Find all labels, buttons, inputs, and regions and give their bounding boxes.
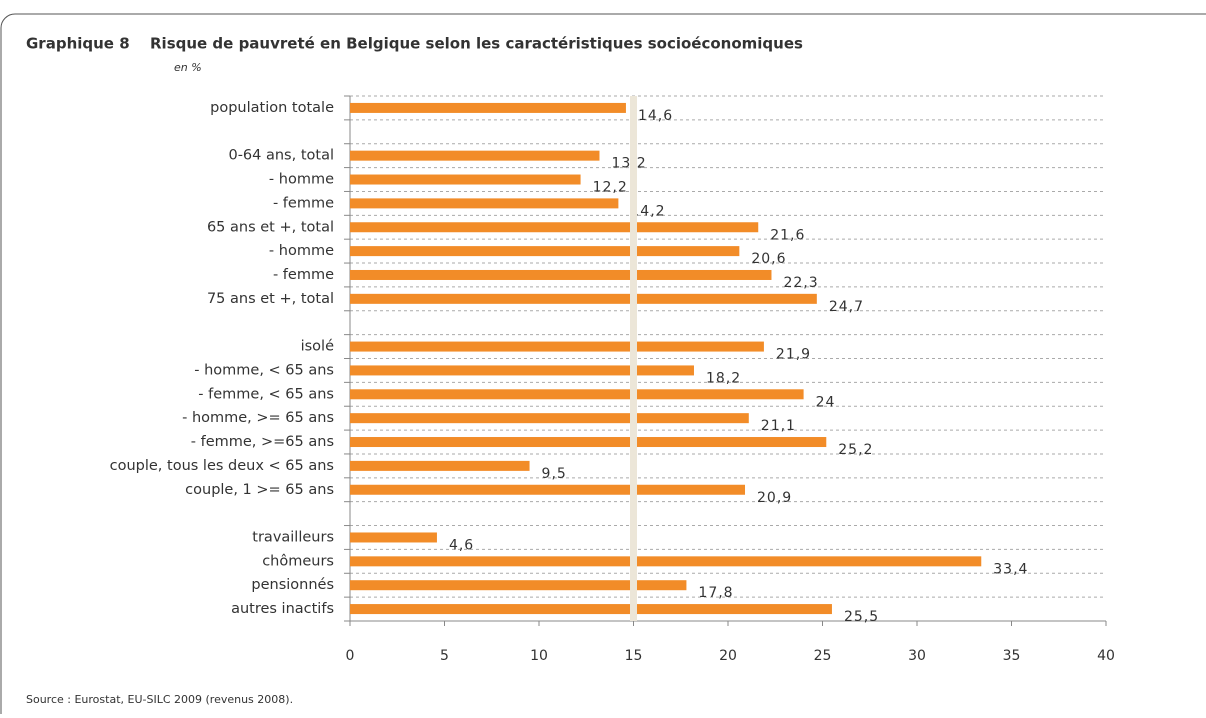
- source: Source : Eurostat, EU-SILC 2009 (revenus…: [26, 693, 293, 706]
- y-tick-label: pensionnés: [251, 577, 334, 593]
- y-tick-label: - femme, < 65 ans: [198, 386, 334, 402]
- y-tick-label: - homme: [269, 172, 334, 188]
- bar: [350, 532, 437, 543]
- data-label: 14,2: [630, 203, 665, 219]
- data-label: 9,5: [542, 466, 567, 482]
- bar: [350, 293, 817, 304]
- data-label: 33,4: [993, 561, 1028, 577]
- x-tick-label: 0: [346, 648, 355, 664]
- y-tick-label: 65 ans et +, total: [207, 219, 334, 235]
- data-label: 22,3: [783, 275, 818, 291]
- data-label: 17,8: [698, 585, 733, 601]
- x-tick-label: 30: [908, 648, 926, 664]
- frame: [0, 13, 1206, 718]
- data-label: 20,9: [757, 490, 792, 506]
- data-label: 24,7: [829, 299, 864, 315]
- x-tick-label: 10: [530, 648, 548, 664]
- data-label: 21,6: [770, 227, 805, 243]
- bar: [350, 222, 759, 233]
- data-label: 18,2: [706, 370, 741, 386]
- y-tick-label: couple, 1 >= 65 ans: [185, 482, 334, 498]
- bar: [350, 150, 600, 161]
- y-tick-label: 0-64 ans, total: [228, 148, 334, 164]
- y-tick-label: travailleurs: [252, 529, 334, 545]
- chart-title: Risque de pauvreté en Belgique selon les…: [150, 35, 803, 53]
- bar: [350, 174, 581, 185]
- bar: [350, 413, 749, 424]
- x-tick-label: 25: [814, 648, 832, 664]
- y-tick-label: - homme: [269, 243, 334, 259]
- data-label: 4,6: [449, 537, 474, 553]
- x-tick-label: 35: [1003, 648, 1021, 664]
- data-label: 25,2: [838, 442, 873, 458]
- data-label: 14,6: [638, 108, 673, 124]
- data-label: 21,1: [761, 418, 796, 434]
- x-tick-label: 15: [625, 648, 643, 664]
- y-tick-label: population totale: [210, 100, 334, 116]
- y-tick-label: couple, tous les deux < 65 ans: [110, 458, 334, 474]
- bar: [350, 198, 619, 209]
- chart-subtitle: en %: [174, 61, 202, 74]
- bar: [350, 556, 982, 567]
- bar: [350, 437, 827, 448]
- data-label: 24: [816, 394, 836, 410]
- y-tick-label: autres inactifs: [231, 601, 334, 617]
- y-tick-label: - femme: [273, 195, 334, 211]
- y-tick-label: - femme: [273, 267, 334, 283]
- bar: [350, 460, 530, 471]
- y-tick-label: chômeurs: [262, 553, 334, 569]
- chart-label: Graphique 8: [26, 35, 130, 53]
- data-label: 12,2: [593, 180, 628, 196]
- bar: [350, 484, 746, 495]
- y-tick-label: - homme, >= 65 ans: [182, 410, 334, 426]
- data-label: 21,9: [776, 347, 811, 363]
- x-tick-label: 40: [1097, 648, 1115, 664]
- y-tick-label: - femme, >=65 ans: [191, 434, 334, 450]
- bar: [350, 604, 832, 615]
- y-tick-label: - homme, < 65 ans: [194, 362, 334, 378]
- bar: [350, 365, 694, 376]
- x-tick-label: 20: [719, 648, 737, 664]
- bar: [350, 341, 764, 352]
- bar: [350, 580, 687, 591]
- bar: [350, 246, 740, 257]
- data-label: 25,5: [844, 609, 879, 625]
- y-tick-label: 75 ans et +, total: [207, 291, 334, 307]
- x-tick-label: 5: [440, 648, 449, 664]
- y-tick-label: isolé: [301, 339, 334, 355]
- bar: [350, 389, 804, 400]
- data-label: 20,6: [751, 251, 786, 267]
- bar: [350, 102, 626, 113]
- data-label: 13,2: [611, 156, 646, 172]
- bar: [350, 269, 772, 280]
